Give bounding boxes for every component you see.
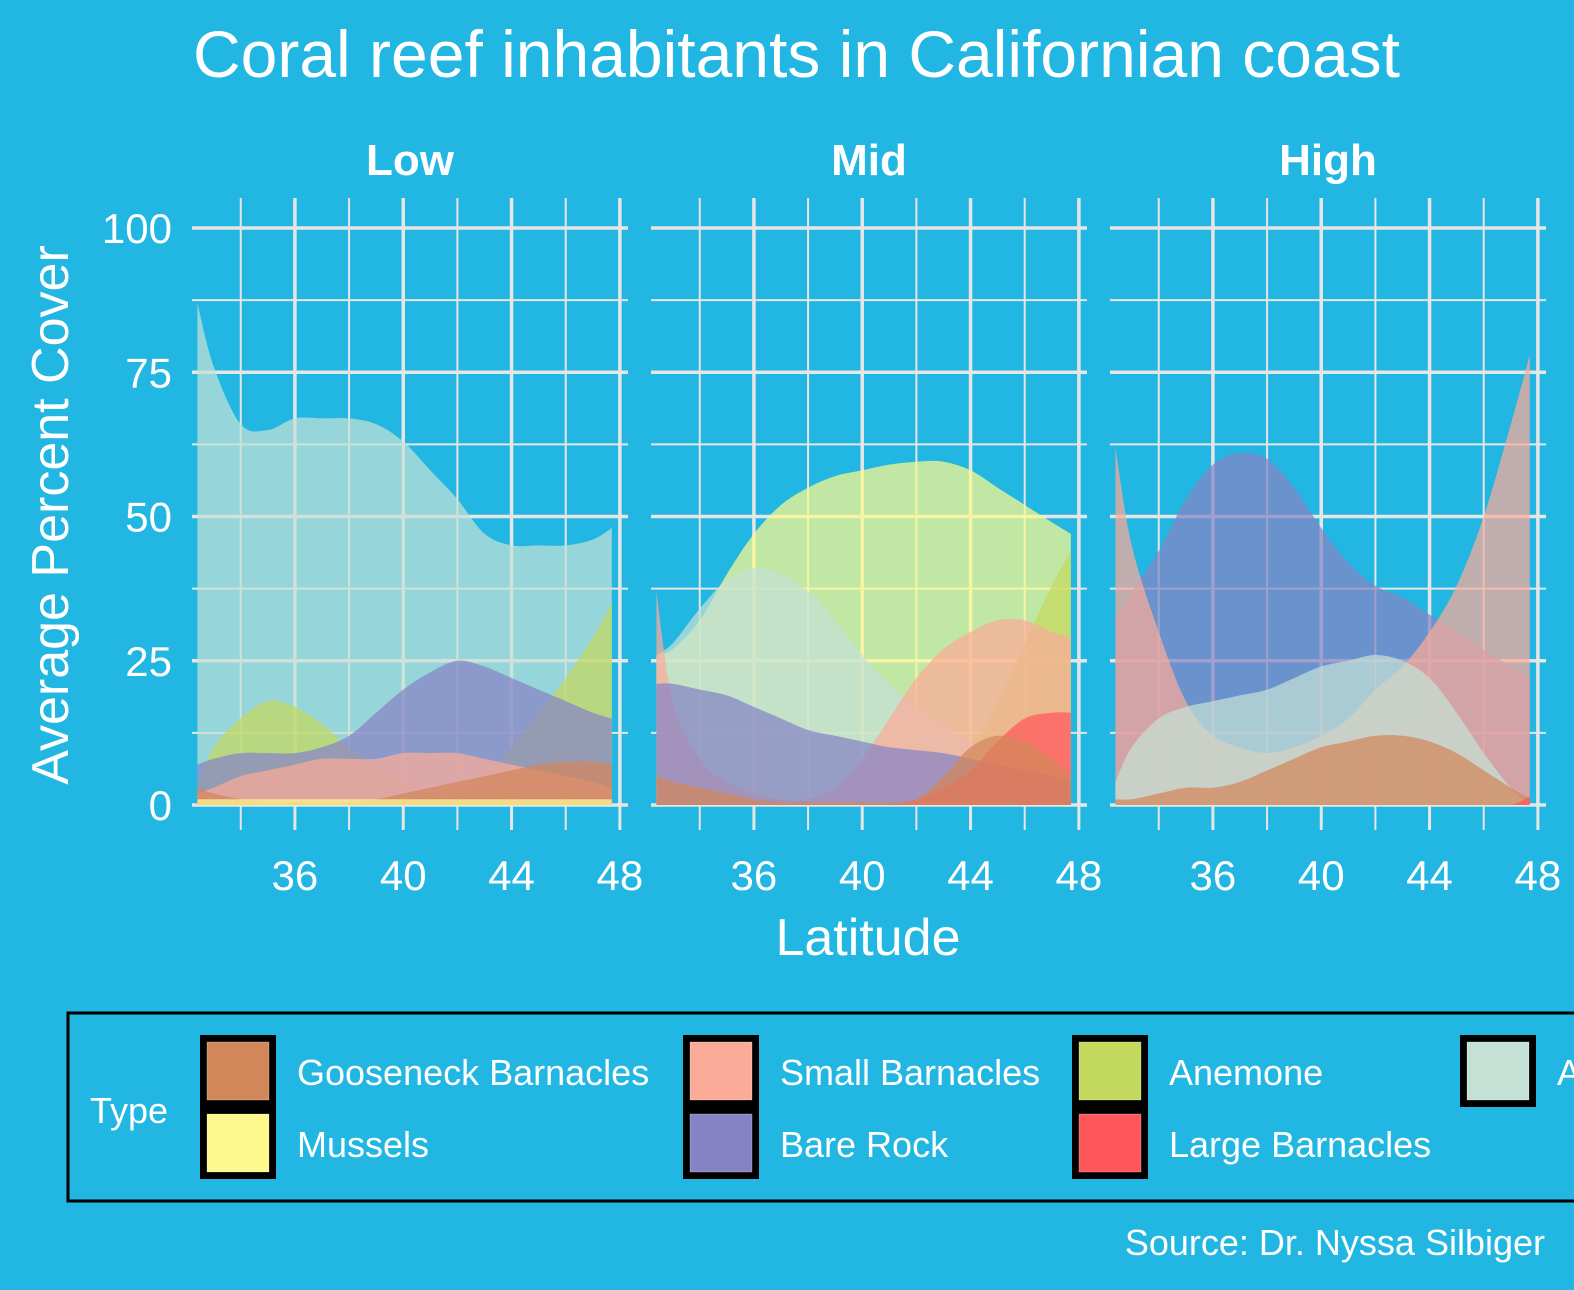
facet-panels: Low 36 40 44 48 Mid 36 40 44 48 High 36 40 44 48 0 25 50 7… <box>102 136 1561 899</box>
legend-item-large-barnacles: Large Barnacles <box>1072 1107 1431 1179</box>
x-tick-label: 36 <box>272 852 319 899</box>
x-tick-label: 48 <box>1056 852 1103 899</box>
x-tick-label: 40 <box>839 852 886 899</box>
y-tick-label: 100 <box>102 205 172 252</box>
area-high-gooseneck-barnacles <box>1115 735 1530 805</box>
legend-box <box>66 1011 1574 1203</box>
facet-panel-mid: Mid 36 40 44 48 <box>651 136 1102 899</box>
facet-panel-low: Low 36 40 44 48 <box>192 136 643 899</box>
facet-label-high: High <box>1279 136 1377 185</box>
legend-swatch <box>1078 1113 1142 1173</box>
legend-label: Large Barnacles <box>1169 1124 1431 1165</box>
y-axis: 0 25 50 75 100 <box>102 205 172 829</box>
y-tick-label: 50 <box>125 494 172 541</box>
legend-title: Type <box>90 1090 168 1131</box>
facet-label-low: Low <box>366 136 455 185</box>
legend-item-bare-rock: Bare Rock <box>683 1107 949 1179</box>
legend-item-gooseneck-barnacles: Gooseneck Barnacles <box>200 1035 649 1107</box>
x-tick-label: 44 <box>488 852 535 899</box>
legend: Type Gooseneck Barnacles Small Barnacles A… <box>66 1011 1574 1203</box>
x-tick-label: 36 <box>731 852 778 899</box>
x-tick-label: 48 <box>1515 852 1562 899</box>
y-tick-label: 25 <box>125 638 172 685</box>
legend-label: Gooseneck Barnacles <box>297 1052 649 1093</box>
chart-caption: Source: Dr. Nyssa Silbiger <box>1125 1222 1545 1263</box>
legend-label: Mussels <box>297 1124 429 1165</box>
legend-item-anemone: Anemone <box>1072 1035 1323 1107</box>
area-mid-gooseneck-barnacles <box>656 735 1071 805</box>
x-tick-label: 48 <box>597 852 644 899</box>
x-tick-label: 44 <box>1406 852 1453 899</box>
x-axis-title: Latitude <box>775 909 960 967</box>
y-axis-title: Average Percent Cover <box>22 245 80 785</box>
y-tick-label: 75 <box>125 349 172 396</box>
legend-swatch <box>206 1041 270 1101</box>
legend-item-algae: A <box>1460 1035 1574 1107</box>
legend-label: Anemone <box>1169 1052 1323 1093</box>
facet-panel-high: High 36 40 44 48 <box>1110 136 1561 899</box>
x-tick-label: 36 <box>1190 852 1237 899</box>
legend-swatch <box>689 1041 753 1101</box>
legend-swatch <box>206 1113 270 1173</box>
legend-label: Bare Rock <box>780 1124 949 1165</box>
legend-swatch <box>1078 1041 1142 1101</box>
legend-swatch <box>1466 1041 1530 1101</box>
legend-items: Gooseneck Barnacles Small Barnacles Anemon… <box>200 1035 1574 1179</box>
area-low-gooseneck-barnacles <box>197 761 612 805</box>
y-tick-label: 0 <box>149 782 172 829</box>
legend-label: Small Barnacles <box>780 1052 1040 1093</box>
x-tick-label: 40 <box>380 852 427 899</box>
chart-title: Coral reef inhabitants in Californian co… <box>193 17 1400 91</box>
legend-swatch <box>689 1113 753 1173</box>
legend-label: A <box>1557 1052 1574 1093</box>
facet-label-mid: Mid <box>831 136 907 185</box>
x-tick-label: 40 <box>1298 852 1345 899</box>
legend-item-small-barnacles: Small Barnacles <box>683 1035 1040 1107</box>
x-tick-label: 44 <box>947 852 994 899</box>
area-low-mussels <box>197 799 612 805</box>
legend-item-mussels: Mussels <box>200 1107 429 1179</box>
